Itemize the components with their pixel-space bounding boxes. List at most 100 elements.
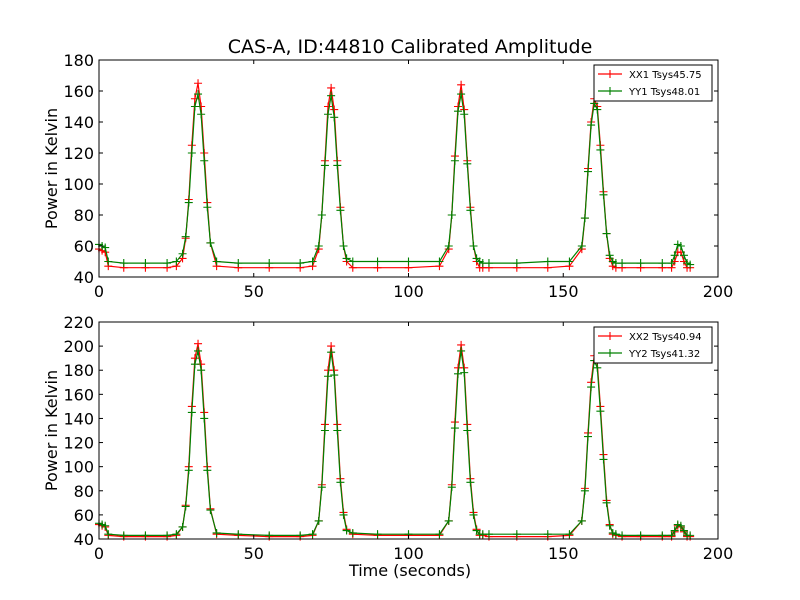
y-tick-label: 40: [74, 268, 94, 287]
data-point: [194, 339, 203, 348]
y-tick-label: 100: [63, 175, 94, 194]
data-point: [141, 531, 150, 540]
data-point: [333, 161, 342, 170]
data-point: [577, 516, 586, 525]
data-point: [163, 259, 172, 268]
data-point: [457, 90, 466, 99]
data-point: [679, 526, 688, 535]
y-tick-label: 180: [63, 51, 94, 70]
data-point: [636, 531, 645, 540]
data-point: [577, 242, 586, 250]
data-point: [373, 530, 382, 539]
legend: XX2 Tsys40.94 YY2 Tsys41.32: [593, 326, 713, 364]
data-point: [679, 251, 688, 260]
data-point: [611, 530, 620, 539]
series-yy-2: [95, 346, 695, 540]
data-point: [373, 257, 382, 266]
data-point: [469, 510, 478, 519]
data-point: [330, 105, 339, 114]
y-tick-label: 100: [63, 458, 94, 477]
data-point: [308, 530, 317, 539]
data-point: [484, 530, 493, 539]
data-point: [565, 257, 574, 266]
data-point: [599, 455, 608, 464]
data-point: [203, 466, 212, 475]
data-point: [296, 531, 305, 540]
data-point: [184, 466, 193, 475]
data-point: [469, 242, 478, 250]
data-point: [404, 257, 413, 266]
data-point: [181, 502, 190, 511]
data-point: [336, 478, 345, 487]
data-point: [212, 257, 221, 266]
data-point: [618, 259, 627, 268]
y-axis-label: Power in Kelvin: [42, 108, 61, 229]
data-point: [324, 102, 333, 111]
data-point: [460, 110, 469, 119]
legend-label: YY1 Tsys48.01: [628, 87, 700, 98]
legend-marker: [606, 332, 614, 340]
y-tick-label: 80: [74, 482, 94, 501]
data-point: [342, 526, 351, 535]
data-point: [296, 259, 305, 268]
data-point: [599, 190, 608, 199]
legend: XX1 Tsys45.75 YY1 Tsys48.01: [593, 64, 713, 102]
data-point: [317, 211, 326, 219]
data-point: [206, 238, 215, 247]
data-point: [484, 259, 493, 268]
x-tick-label: 100: [393, 544, 424, 563]
data-point: [444, 242, 453, 250]
data-point: [172, 257, 181, 266]
data-point: [314, 242, 323, 250]
data-point: [636, 259, 645, 268]
data-point: [686, 531, 695, 540]
legend-label: XX1 Tsys45.75: [629, 70, 702, 81]
data-point: [200, 156, 209, 165]
figure-title: CAS-A, ID:44810 Calibrated Amplitude: [228, 36, 593, 58]
data-point: [336, 206, 345, 215]
data-point: [587, 383, 596, 392]
data-point: [314, 516, 323, 525]
data-point: [234, 259, 243, 268]
series-yy-1: [95, 90, 695, 269]
y-tick-label: 160: [63, 82, 94, 101]
data-point: [676, 242, 685, 250]
y-tick-label: 160: [63, 385, 94, 404]
y-tick-label: 60: [74, 237, 94, 256]
data-point: [104, 530, 113, 539]
data-point: [602, 229, 611, 238]
data-point: [348, 528, 357, 537]
data-point: [435, 530, 444, 539]
data-point: [543, 257, 552, 266]
data-point: [339, 242, 348, 250]
data-point: [686, 260, 695, 269]
data-point: [658, 259, 667, 268]
y-tick-label: 120: [63, 434, 94, 453]
data-point: [265, 531, 274, 540]
data-point: [457, 80, 466, 89]
data-point: [194, 346, 203, 355]
x-tick-label: 150: [548, 544, 579, 563]
y-tick-label: 80: [74, 206, 94, 225]
y-tick-label: 220: [63, 313, 94, 332]
data-point: [565, 530, 574, 539]
data-point: [330, 371, 339, 380]
data-point: [101, 243, 110, 252]
y-tick-label: 60: [74, 506, 94, 525]
data-point: [676, 521, 685, 530]
data-point: [212, 528, 221, 537]
data-point: [667, 259, 676, 268]
data-point: [194, 79, 203, 88]
data-point: [324, 110, 333, 119]
data-point: [187, 149, 196, 157]
data-point: [618, 531, 627, 540]
data-point: [101, 521, 110, 530]
data-point: [602, 498, 611, 507]
data-point: [450, 156, 459, 165]
x-tick-label: 0: [94, 544, 104, 563]
data-point: [206, 506, 215, 515]
data-point: [463, 426, 472, 435]
data-point: [308, 257, 317, 266]
data-point: [658, 531, 667, 540]
